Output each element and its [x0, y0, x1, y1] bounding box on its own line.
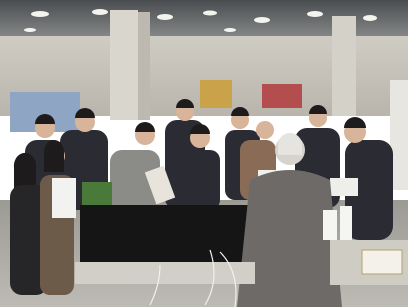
- poster: [200, 80, 232, 108]
- pillar: [110, 10, 138, 120]
- table: [75, 262, 255, 284]
- page: [0, 0, 408, 307]
- poster: [262, 84, 302, 108]
- item: [340, 206, 352, 240]
- box: [362, 250, 402, 274]
- item: [323, 210, 337, 240]
- pillar: [332, 16, 356, 116]
- pillar-side: [138, 12, 150, 120]
- photo: [0, 0, 408, 307]
